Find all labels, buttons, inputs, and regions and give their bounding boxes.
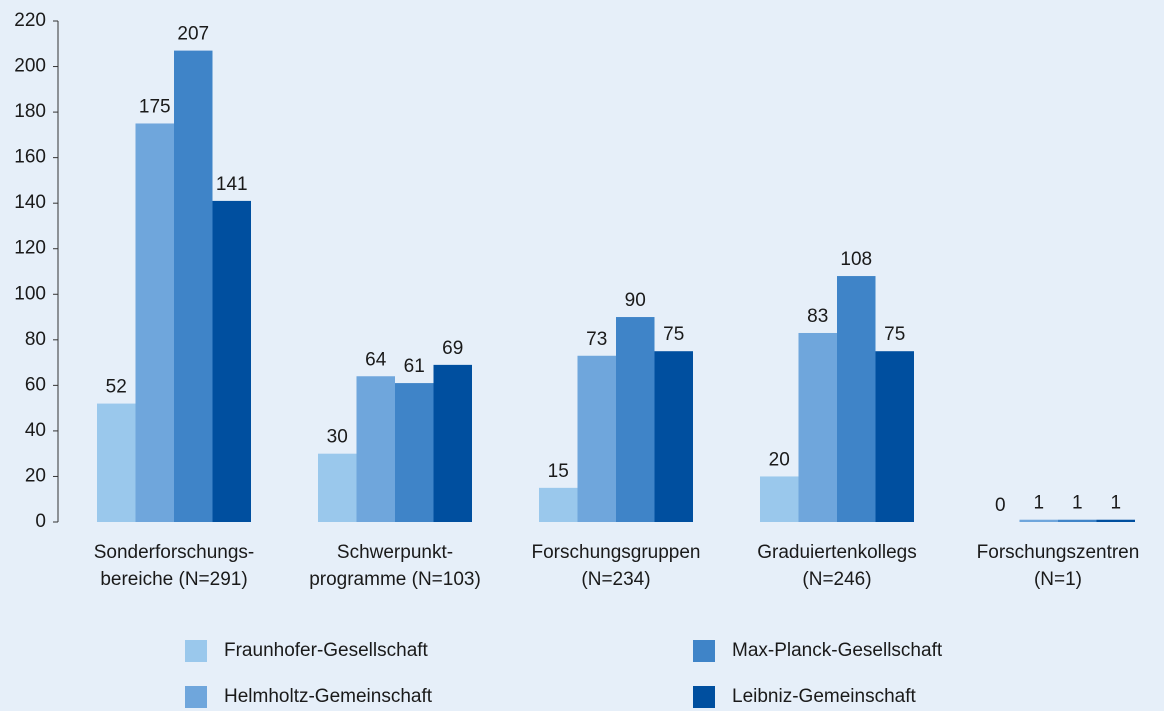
- legend-swatch: [185, 686, 207, 708]
- y-tick-label: 200: [14, 56, 46, 77]
- y-tick-label: 0: [35, 511, 46, 532]
- x-tick-label: Schwerpunkt-programme (N=103): [309, 542, 481, 590]
- y-tick-label: 140: [14, 192, 46, 213]
- y-tick-label: 20: [25, 465, 46, 486]
- y-tick-label: 160: [14, 147, 46, 168]
- bar: [798, 332, 837, 522]
- legend-label: Helmholtz-Gemeinschaft: [224, 686, 433, 707]
- x-tick-label: Sonderforschungs-bereiche (N=291): [94, 542, 255, 590]
- bar: [395, 383, 434, 522]
- bar: [577, 355, 616, 522]
- value-label: 108: [840, 249, 872, 270]
- legend-label: Fraunhofer-Gesellschaft: [224, 640, 429, 661]
- bar: [318, 453, 357, 522]
- value-label: 1: [1110, 493, 1121, 514]
- legend-swatch: [693, 686, 715, 708]
- value-label: 1: [1033, 493, 1044, 514]
- x-tick-label: Forschungsgruppen (N=234): [532, 542, 701, 590]
- x-tick-label: Graduiertenkollegs (N=246): [757, 542, 916, 590]
- legend-label: Max-Planck-Gesellschaft: [732, 640, 943, 661]
- value-label: 20: [769, 449, 790, 470]
- value-label: 1: [1072, 493, 1083, 514]
- value-label: 75: [663, 324, 684, 345]
- value-label: 30: [327, 427, 348, 448]
- value-label: 52: [106, 377, 127, 398]
- value-label: 141: [216, 174, 248, 195]
- bar: [356, 376, 395, 522]
- bar: [135, 123, 174, 523]
- bar: [212, 200, 251, 522]
- bar: [760, 476, 799, 522]
- value-label: 61: [404, 356, 425, 377]
- bar: [654, 351, 693, 522]
- bar: [837, 276, 876, 522]
- value-label: 175: [139, 96, 171, 117]
- legend-swatch: [185, 640, 207, 662]
- legend-swatch: [693, 640, 715, 662]
- value-label: 69: [442, 338, 463, 359]
- bar: [174, 50, 213, 522]
- bar: [875, 351, 914, 522]
- legend-label: Leibniz-Gemeinschaft: [732, 686, 916, 707]
- value-label: 75: [884, 324, 905, 345]
- value-label: 0: [995, 495, 1006, 516]
- value-label: 207: [177, 24, 209, 45]
- value-label: 83: [807, 306, 828, 327]
- bar: [97, 403, 136, 522]
- bar: [1096, 519, 1135, 522]
- bar: [1058, 519, 1097, 522]
- x-tick-label: Forschungszentren (N=1): [977, 542, 1140, 590]
- bar: [539, 487, 578, 522]
- value-label: 64: [365, 349, 387, 370]
- y-tick-label: 180: [14, 101, 46, 122]
- y-tick-label: 220: [14, 10, 46, 31]
- y-tick-label: 60: [25, 374, 46, 395]
- y-tick-label: 120: [14, 238, 46, 259]
- value-label: 90: [625, 290, 646, 311]
- value-label: 15: [548, 461, 569, 482]
- y-tick-label: 40: [25, 420, 46, 441]
- y-tick-label: 100: [14, 283, 46, 304]
- value-label: 73: [586, 329, 607, 350]
- bar: [1019, 519, 1058, 522]
- bar: [616, 317, 655, 522]
- bar: [433, 364, 472, 522]
- y-tick-label: 80: [25, 329, 46, 350]
